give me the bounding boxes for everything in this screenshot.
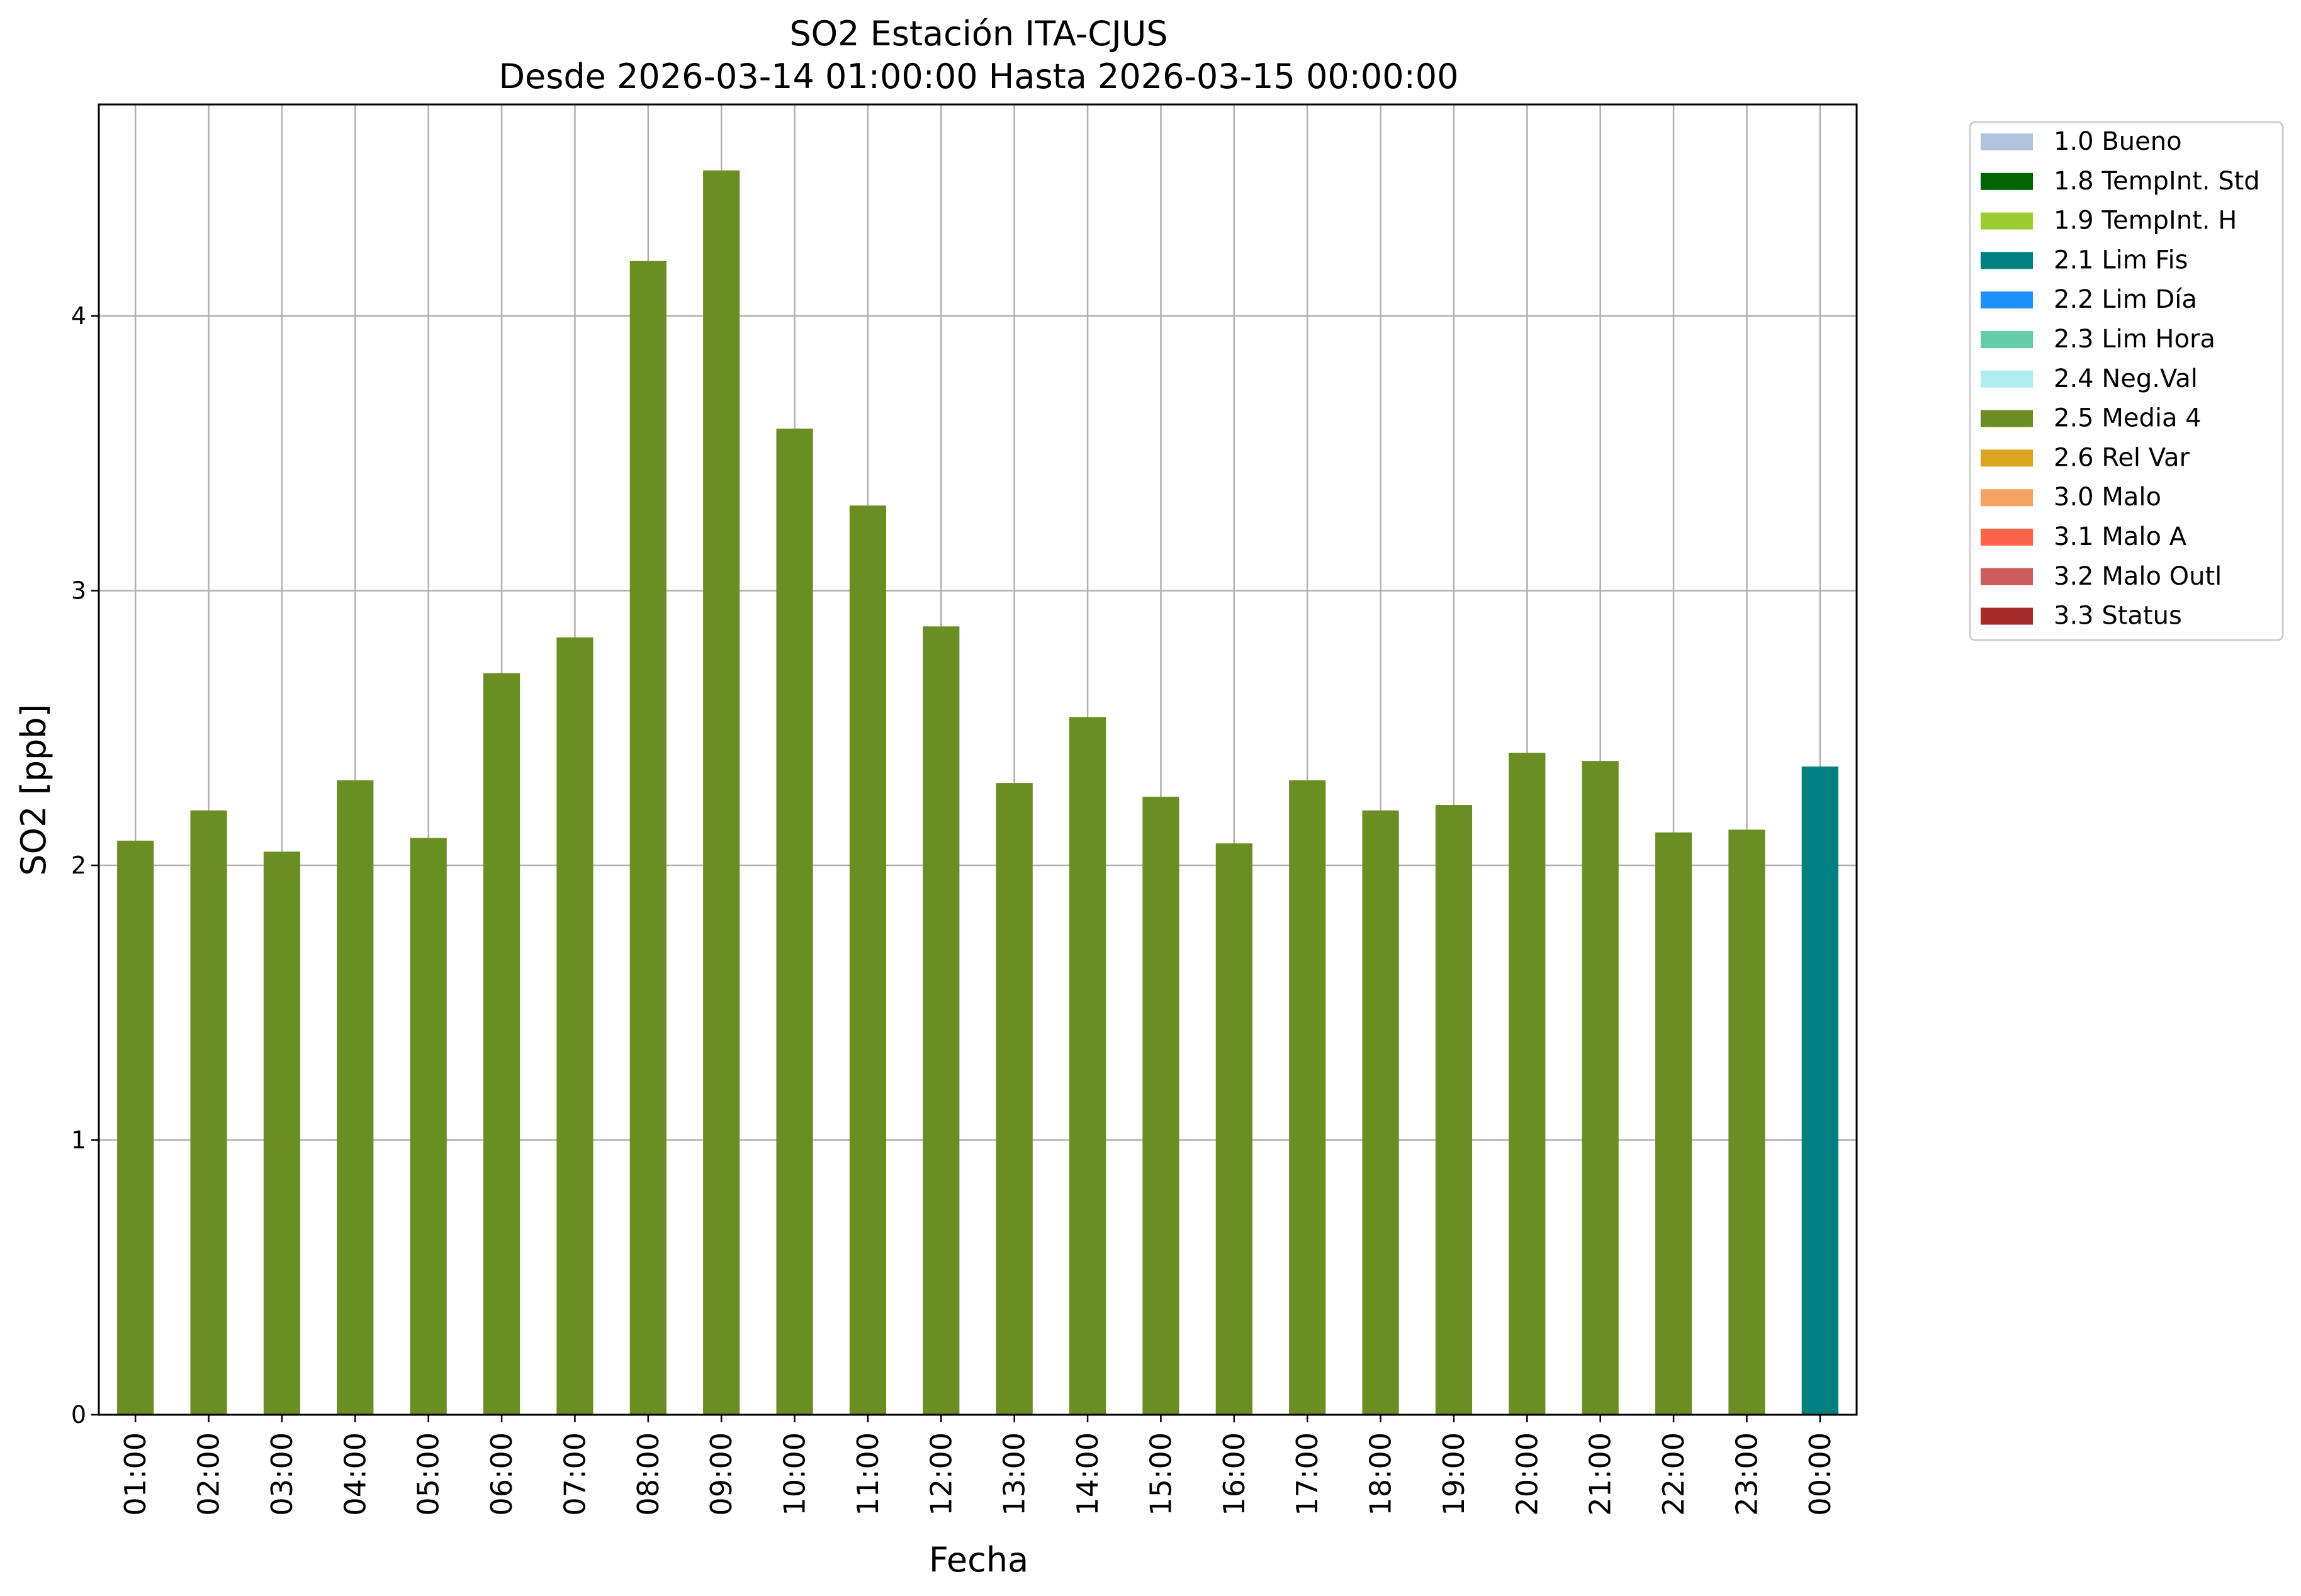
- x-tick-label: 12:00: [924, 1432, 958, 1516]
- x-tick-label: 05:00: [412, 1432, 446, 1516]
- legend-swatch: [1981, 291, 2033, 309]
- x-tick-label: 20:00: [1510, 1432, 1544, 1516]
- legend-swatch: [1981, 252, 2033, 269]
- x-tick-label: 15:00: [1144, 1432, 1178, 1516]
- y-tick-label: 1: [71, 1127, 86, 1154]
- bar-10:00: [776, 429, 813, 1415]
- bar-11:00: [849, 505, 887, 1415]
- legend: 1.0 Bueno 1.8 TempInt. Std 1.9 TempInt. H 2…: [1969, 121, 2284, 641]
- legend-swatch: [1981, 489, 2033, 507]
- legend-label: 3.1 Malo A: [2054, 522, 2187, 551]
- x-tick-label: 19:00: [1437, 1432, 1471, 1516]
- legend-label: 2.3 Lim Hora: [2054, 325, 2215, 354]
- x-tick-label: 23:00: [1730, 1432, 1764, 1516]
- bar-04:00: [337, 780, 374, 1415]
- legend-swatch: [1981, 449, 2033, 467]
- legend-label: 1.9 TempInt. H: [2054, 206, 2237, 235]
- bar-05:00: [410, 838, 447, 1415]
- bar-06:00: [483, 673, 520, 1415]
- bar-12:00: [923, 626, 960, 1415]
- bar-13:00: [996, 783, 1033, 1415]
- x-tick-label: 16:00: [1217, 1432, 1251, 1516]
- bar-03:00: [263, 851, 301, 1415]
- x-tick-label: 02:00: [192, 1432, 226, 1516]
- bar-00:00: [1801, 766, 1838, 1415]
- bar-19:00: [1435, 805, 1473, 1415]
- y-axis-ticks: 0 1 2 3 4: [71, 302, 99, 1429]
- x-axis-label: Fecha: [929, 1540, 1028, 1580]
- x-tick-label: 14:00: [1071, 1432, 1105, 1516]
- y-tick-label: 2: [71, 851, 86, 879]
- bar-22:00: [1655, 832, 1692, 1415]
- y-tick-label: 3: [71, 577, 86, 605]
- x-tick-label: 11:00: [851, 1432, 885, 1516]
- bar-17:00: [1289, 780, 1326, 1415]
- x-tick-label: 13:00: [998, 1432, 1032, 1516]
- bars: [117, 170, 1838, 1415]
- x-tick-label: 17:00: [1290, 1432, 1324, 1516]
- legend-label: 2.6 Rel Var: [2054, 443, 2190, 472]
- x-tick-label: 10:00: [778, 1432, 812, 1516]
- x-axis-ticks: 01:00 02:00 03:00 04:00 05:00 06:00 07:00 08:00…: [118, 1415, 1837, 1516]
- chart-title: SO2 Estación ITA-CJUS: [789, 14, 1167, 53]
- bar-07:00: [556, 637, 594, 1415]
- plot-frame: [98, 103, 1858, 1416]
- y-tick-label: 0: [71, 1401, 86, 1429]
- y-axis-label: SO2 [ppb]: [14, 704, 53, 875]
- x-tick-label: 03:00: [265, 1432, 299, 1516]
- legend-label: 3.0 Malo: [2054, 483, 2161, 512]
- bar-02:00: [190, 810, 227, 1415]
- x-tick-label: 21:00: [1584, 1432, 1617, 1516]
- legend-label: 3.3 Status: [2054, 602, 2182, 631]
- bar-14:00: [1069, 717, 1106, 1415]
- bar-16:00: [1215, 843, 1252, 1415]
- bar-20:00: [1509, 753, 1546, 1415]
- legend-swatch: [1981, 370, 2033, 388]
- bar-09:00: [703, 170, 740, 1415]
- x-tick-label: 04:00: [338, 1432, 372, 1516]
- legend-label: 1.0 Bueno: [2054, 127, 2182, 156]
- x-tick-label: 08:00: [631, 1432, 665, 1516]
- bar-21:00: [1582, 761, 1619, 1415]
- legend-label: 3.2 Malo Outl: [2054, 562, 2222, 591]
- x-tick-label: 00:00: [1803, 1432, 1837, 1516]
- legend-frame: [1969, 121, 2284, 641]
- y-tick-label: 4: [71, 302, 86, 330]
- legend-label: 2.2 Lim Día: [2054, 285, 2197, 314]
- bar-01:00: [117, 840, 154, 1415]
- x-tick-label: 01:00: [118, 1432, 152, 1516]
- x-tick-label: 09:00: [704, 1432, 738, 1516]
- legend-swatch: [1981, 607, 2033, 625]
- legend-swatch: [1981, 172, 2033, 190]
- legend-label: 2.5 Media 4: [2054, 404, 2202, 433]
- legend-swatch: [1981, 410, 2033, 427]
- bar-18:00: [1362, 810, 1399, 1415]
- x-tick-label: 06:00: [485, 1432, 519, 1516]
- legend-label: 1.8 TempInt. Std: [2054, 167, 2260, 196]
- x-tick-label: 22:00: [1657, 1432, 1691, 1516]
- chart-subtitle: Desde 2026-03-14 01:00:00 Hasta 2026-03-…: [498, 57, 1458, 96]
- bar-15:00: [1142, 796, 1179, 1415]
- legend-label: 2.1 Lim Fis: [2054, 245, 2188, 274]
- bar-23:00: [1728, 829, 1765, 1415]
- legend-label: 2.4 Neg.Val: [2054, 364, 2198, 393]
- legend-swatch: [1981, 568, 2033, 585]
- legend-swatch: [1981, 133, 2033, 150]
- bar-08:00: [629, 261, 667, 1415]
- legend-swatch: [1981, 331, 2033, 348]
- x-tick-label: 07:00: [558, 1432, 592, 1516]
- x-tick-label: 18:00: [1364, 1432, 1398, 1516]
- legend-swatch: [1981, 212, 2033, 230]
- legend-swatch: [1981, 529, 2033, 546]
